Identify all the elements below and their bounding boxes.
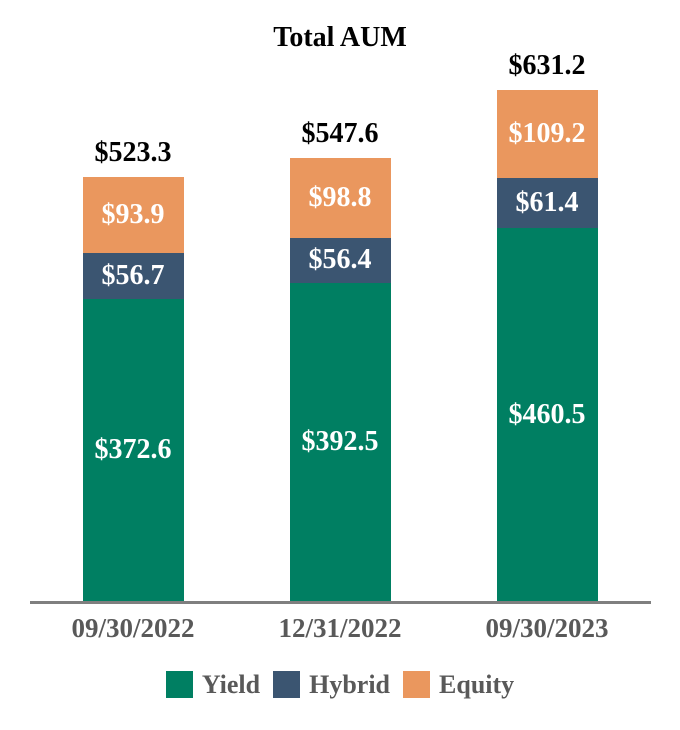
bar-segment-hybrid: $56.7 — [82, 253, 184, 300]
legend-label: Hybrid — [309, 670, 391, 699]
segment-value-label: $61.4 — [515, 187, 579, 219]
legend-item-yield: Yield — [165, 670, 261, 699]
legend-item-hybrid: Hybrid — [273, 671, 390, 698]
segment-value-label: $56.4 — [308, 244, 372, 276]
bar-segment-yield: $372.6 — [82, 299, 184, 601]
legend: Yield Hybrid Equity — [0, 671, 680, 698]
bar-total-label: $523.3 — [94, 137, 172, 169]
x-tick-label: 09/30/2022 — [71, 613, 195, 643]
segment-value-label: $460.5 — [508, 398, 586, 430]
x-tick-label: 12/31/2022 — [278, 613, 402, 643]
bar-segment-yield: $460.5 — [496, 228, 598, 601]
legend-swatch-equity — [403, 671, 431, 698]
bar-segment-yield: $392.5 — [289, 283, 391, 601]
legend-item-equity: Equity — [403, 671, 514, 698]
segment-value-label: $93.9 — [101, 199, 165, 231]
bar-segment-equity: $93.9 — [82, 177, 184, 254]
legend-swatch-yield — [165, 671, 193, 698]
legend-label: Equity — [439, 670, 515, 699]
bar-segment-hybrid: $61.4 — [496, 178, 598, 229]
legend-swatch-hybrid — [273, 671, 301, 698]
chart-title: Total AUM — [273, 22, 407, 53]
legend-label: Yield — [201, 670, 261, 699]
bar-total-label: $547.6 — [301, 117, 379, 149]
bar-segment-equity: $109.2 — [496, 90, 598, 179]
x-tick-label: 09/30/2023 — [485, 613, 609, 643]
segment-value-label: $392.5 — [301, 426, 379, 458]
bar-total-label: $631.2 — [508, 50, 586, 82]
bar-segment-hybrid: $56.4 — [289, 237, 391, 284]
segment-value-label: $372.6 — [94, 434, 172, 466]
segment-value-label: $98.8 — [308, 181, 372, 213]
bar-segment-equity: $98.8 — [289, 157, 391, 238]
segment-value-label: $56.7 — [101, 260, 165, 292]
segment-value-label: $109.2 — [508, 118, 586, 150]
x-axis-line — [30, 601, 651, 604]
